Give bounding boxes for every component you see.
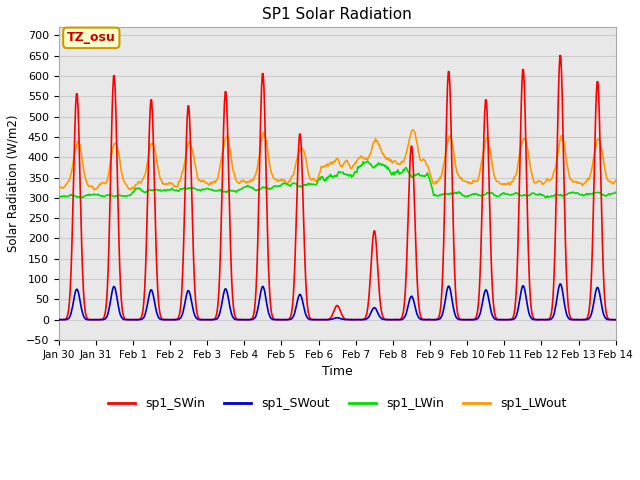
X-axis label: Time: Time [322, 365, 353, 378]
sp1_SWin [208, 317, 216, 323]
Text: TZ_osu: TZ_osu [67, 31, 116, 44]
sp1_SWout [612, 317, 620, 323]
sp1_SWout [422, 317, 429, 323]
sp1_LWout [612, 178, 620, 183]
sp1_SWin [65, 306, 72, 312]
Line: sp1_SWout: sp1_SWout [59, 284, 616, 320]
sp1_LWin [65, 193, 72, 199]
Title: SP1 Solar Radiation: SP1 Solar Radiation [262, 7, 412, 22]
sp1_SWout [123, 317, 131, 323]
sp1_LWout [90, 187, 98, 192]
sp1_LWout [55, 182, 63, 188]
sp1_LWin [406, 172, 414, 178]
sp1_LWout [209, 180, 216, 185]
sp1_SWout [209, 317, 216, 323]
sp1_LWout [406, 136, 413, 142]
sp1_SWout [179, 308, 187, 313]
Legend: sp1_SWin, sp1_SWout, sp1_LWin, sp1_LWout: sp1_SWin, sp1_SWout, sp1_LWin, sp1_LWout [102, 392, 572, 415]
sp1_LWin [55, 194, 63, 200]
sp1_SWout [556, 281, 564, 287]
Line: sp1_LWin: sp1_LWin [59, 161, 616, 198]
sp1_SWin [422, 317, 429, 323]
sp1_LWin [77, 195, 85, 201]
sp1_SWout [406, 297, 413, 303]
sp1_LWout [410, 127, 417, 133]
Y-axis label: Solar Radiation (W/m2): Solar Radiation (W/m2) [7, 115, 20, 252]
sp1_SWin [315, 317, 323, 323]
sp1_LWout [179, 167, 187, 173]
sp1_LWout [123, 182, 131, 188]
sp1_LWin [423, 172, 431, 178]
sp1_LWin [179, 186, 187, 192]
Line: sp1_SWin: sp1_SWin [59, 56, 616, 320]
sp1_SWout [55, 317, 63, 323]
sp1_LWout [423, 162, 431, 168]
sp1_LWout [65, 179, 72, 184]
sp1_LWin [123, 193, 131, 199]
Line: sp1_LWout: sp1_LWout [59, 130, 616, 190]
sp1_SWin [612, 317, 620, 323]
sp1_SWin [122, 316, 130, 322]
sp1_SWout [66, 314, 74, 320]
sp1_SWin [179, 272, 186, 278]
sp1_LWin [209, 187, 216, 193]
sp1_SWout [56, 317, 63, 323]
sp1_LWin [612, 190, 620, 195]
sp1_SWin [406, 170, 413, 176]
sp1_SWin [55, 317, 63, 323]
sp1_SWin [557, 53, 564, 59]
sp1_LWin [364, 158, 372, 164]
